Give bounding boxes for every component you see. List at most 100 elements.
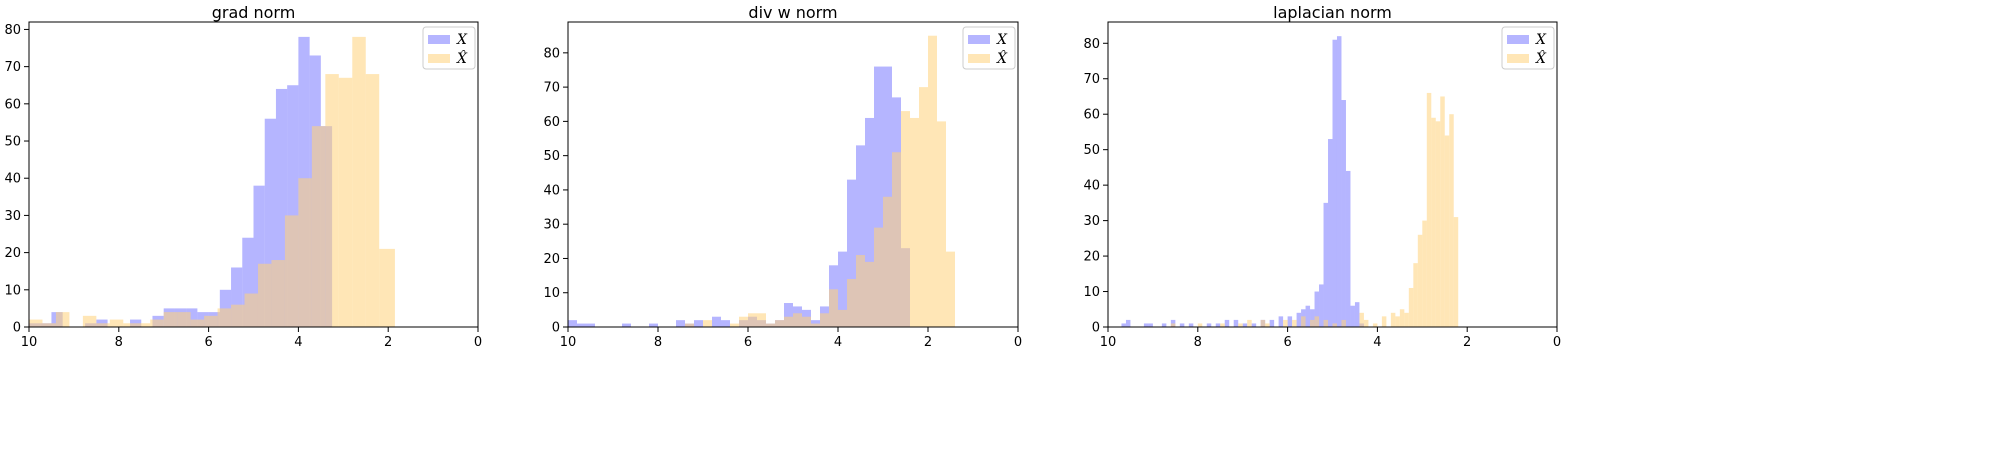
histogram-bar bbox=[1314, 316, 1320, 327]
legend-entry-label: X bbox=[456, 32, 468, 48]
histogram-bar bbox=[1143, 323, 1149, 327]
histogram-bar bbox=[150, 319, 164, 327]
histogram-bar bbox=[703, 320, 712, 327]
histogram-bar bbox=[1404, 312, 1409, 327]
histogram-bar bbox=[1161, 323, 1167, 327]
histogram-bar bbox=[784, 303, 793, 327]
histogram-bar bbox=[730, 323, 739, 327]
y-tick-label: 70 bbox=[1083, 72, 1100, 87]
histogram-bar bbox=[1354, 302, 1360, 327]
y-tick-label: 60 bbox=[1083, 108, 1100, 123]
x-tick-label: 10 bbox=[1100, 335, 1117, 350]
histogram-bar bbox=[123, 323, 137, 327]
histogram-bar bbox=[856, 255, 865, 327]
chart-title: grad norm bbox=[212, 3, 296, 22]
y-tick-label: 50 bbox=[1083, 143, 1100, 158]
histogram-bar bbox=[338, 77, 353, 327]
y-tick-label: 40 bbox=[4, 172, 21, 187]
histogram-bar bbox=[55, 312, 70, 327]
x-tick-label: 6 bbox=[1283, 335, 1291, 350]
histogram-bar bbox=[1206, 323, 1212, 327]
histogram-bar bbox=[838, 251, 847, 327]
histogram-bar bbox=[1359, 312, 1364, 327]
histogram-bar bbox=[829, 289, 838, 327]
histogram-bar bbox=[1301, 316, 1306, 327]
chart-title: div w norm bbox=[748, 3, 837, 22]
y-tick-label: 20 bbox=[543, 252, 560, 267]
histogram-bar bbox=[1341, 100, 1346, 328]
histogram-bar bbox=[311, 126, 326, 328]
histogram-bar bbox=[1332, 39, 1337, 327]
histogram-bar bbox=[1444, 135, 1450, 327]
histogram-bar bbox=[1197, 323, 1203, 327]
histogram-bar bbox=[1332, 323, 1337, 327]
y-tick-label: 80 bbox=[4, 23, 21, 38]
histogram-bar bbox=[204, 315, 218, 327]
y-tick-label: 80 bbox=[543, 46, 560, 61]
histogram-bar bbox=[365, 74, 380, 327]
legend-entry-label: X bbox=[996, 32, 1008, 48]
histogram-bar bbox=[1435, 121, 1441, 327]
histogram-bar bbox=[1408, 287, 1414, 327]
y-tick-label: 40 bbox=[543, 183, 560, 198]
histogram-bar bbox=[1305, 305, 1311, 327]
y-tick-label: 70 bbox=[4, 60, 21, 75]
legend: XX̂ bbox=[1501, 26, 1555, 70]
histogram-bar bbox=[568, 320, 577, 327]
y-tick-label: 30 bbox=[1083, 214, 1100, 229]
histogram-bar bbox=[1269, 319, 1275, 327]
histogram-bar bbox=[1265, 323, 1270, 327]
histogram-bar bbox=[757, 313, 766, 327]
histogram-bar bbox=[264, 118, 276, 328]
legend-swatch bbox=[428, 35, 450, 44]
histogram-bar bbox=[1292, 319, 1297, 327]
histogram-bar bbox=[1336, 36, 1342, 327]
y-tick-label: 60 bbox=[4, 97, 21, 112]
histogram-bar bbox=[190, 319, 205, 327]
histogram-bar bbox=[1242, 323, 1248, 327]
histogram-bar bbox=[379, 248, 395, 327]
x-tick-label: 8 bbox=[654, 335, 662, 350]
histogram-bar bbox=[325, 74, 339, 327]
histogram-bar bbox=[784, 316, 793, 327]
histogram-bar bbox=[109, 319, 124, 327]
x-tick-label: 6 bbox=[744, 335, 752, 350]
y-tick-label: 40 bbox=[1083, 179, 1100, 194]
x-tick-label: 10 bbox=[21, 335, 38, 350]
histogram-bar bbox=[1224, 319, 1230, 327]
histogram-bar bbox=[231, 304, 245, 327]
histogram-bar bbox=[883, 66, 892, 328]
histogram-bar bbox=[1372, 323, 1378, 327]
histogram-bar bbox=[1247, 319, 1252, 327]
histogram-bar bbox=[901, 111, 910, 327]
y-tick-label: 0 bbox=[13, 321, 21, 336]
histogram-bar bbox=[1323, 202, 1329, 327]
legend-swatch bbox=[428, 54, 450, 63]
histogram-bar bbox=[586, 323, 595, 327]
histogram-bar bbox=[694, 320, 703, 327]
legend-entry-label: X̂ bbox=[996, 49, 1008, 67]
y-tick-label: 30 bbox=[4, 209, 21, 224]
histogram-bar bbox=[257, 263, 272, 327]
histogram-bar bbox=[748, 313, 757, 327]
histogram-bar bbox=[1319, 284, 1324, 327]
histogram-bar bbox=[1314, 291, 1320, 327]
histogram-bar bbox=[1251, 323, 1257, 327]
x-tick-label: 4 bbox=[834, 335, 842, 350]
y-tick-label: 10 bbox=[4, 283, 21, 298]
plot-frame bbox=[1107, 21, 1558, 328]
legend-swatch bbox=[1507, 35, 1529, 44]
histogram-bar bbox=[1310, 309, 1315, 327]
histogram-bar bbox=[874, 66, 883, 328]
histogram-bar bbox=[163, 312, 178, 327]
histogram-bar bbox=[1453, 217, 1459, 327]
histogram-bar bbox=[847, 279, 856, 327]
x-tick-label: 2 bbox=[1463, 335, 1471, 350]
histogram-bar bbox=[275, 88, 288, 327]
histogram-bar bbox=[622, 323, 631, 327]
histogram-bar bbox=[1413, 263, 1418, 327]
legend-entry-label: X̂ bbox=[1535, 49, 1547, 67]
histogram-bar bbox=[82, 315, 97, 327]
